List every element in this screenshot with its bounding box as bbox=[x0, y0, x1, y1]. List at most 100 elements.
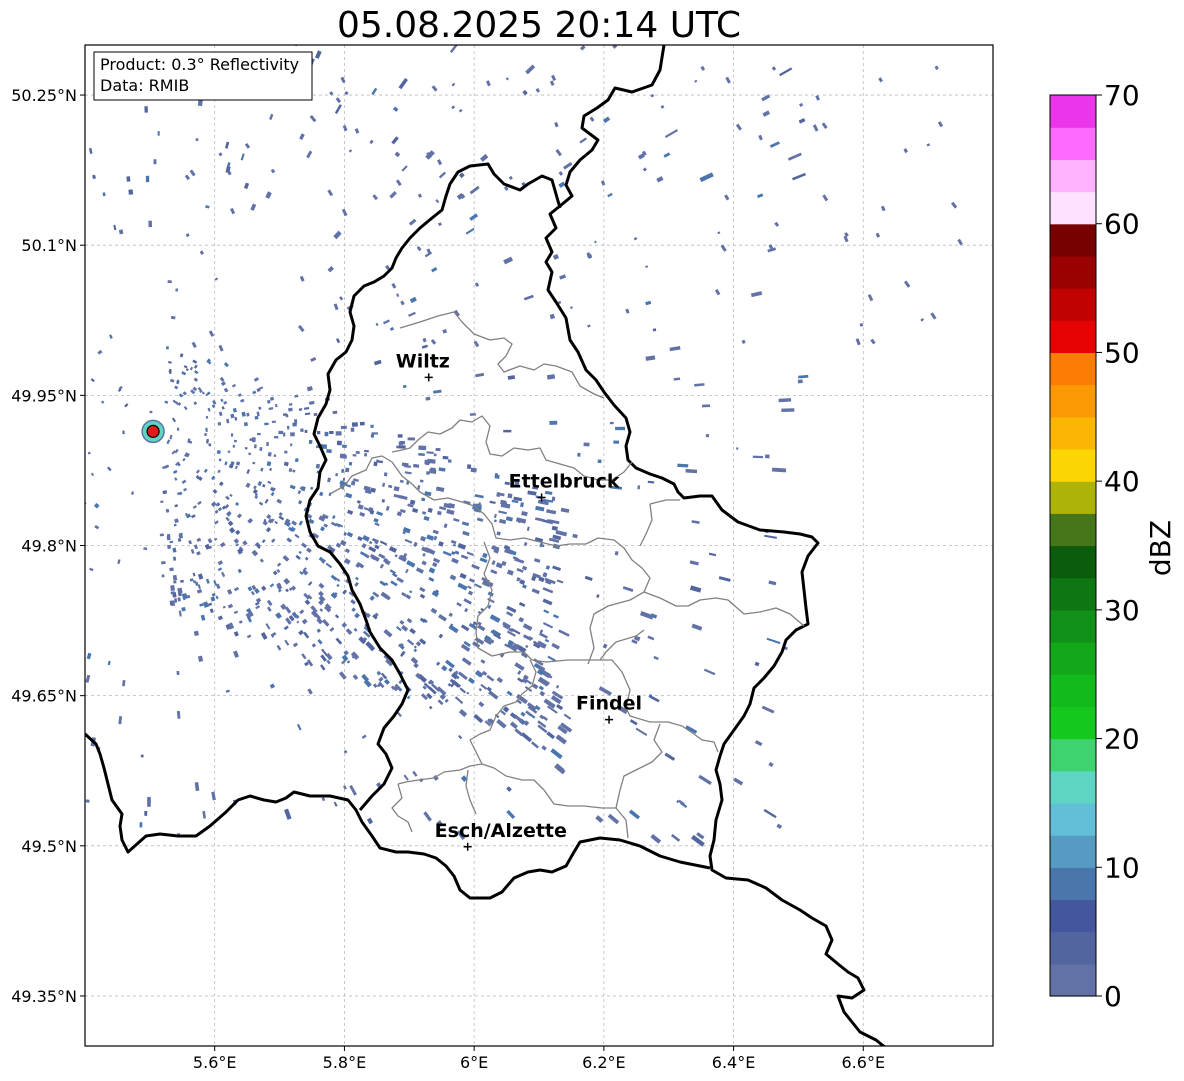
echo-cell bbox=[647, 635, 655, 641]
echo-cell bbox=[371, 432, 378, 435]
city-marker bbox=[537, 493, 546, 502]
colorbar-segment bbox=[1050, 835, 1096, 868]
echo-cell bbox=[221, 505, 227, 510]
echo-cell bbox=[259, 558, 264, 563]
echo-cell bbox=[218, 411, 223, 417]
echo-cell bbox=[523, 720, 530, 726]
echo-cell bbox=[489, 638, 495, 644]
echo-cell bbox=[139, 822, 143, 828]
echo-cell bbox=[252, 550, 259, 557]
echo-cell bbox=[600, 180, 606, 186]
echo-cell bbox=[536, 640, 547, 649]
echo-cell bbox=[538, 685, 545, 691]
echo-cell bbox=[372, 614, 378, 620]
echo-cell bbox=[448, 667, 453, 673]
echo-cell bbox=[920, 318, 925, 322]
echo-cell bbox=[547, 655, 556, 662]
echo-cell bbox=[290, 526, 296, 532]
echo-cell bbox=[362, 535, 370, 542]
echo-cell bbox=[483, 634, 492, 642]
echo-cell bbox=[374, 539, 380, 545]
echo-cell bbox=[741, 339, 746, 344]
echo-cell bbox=[232, 407, 238, 413]
echo-cell bbox=[246, 608, 251, 613]
echo-cell bbox=[752, 455, 764, 459]
echo-cell bbox=[552, 534, 562, 541]
echo-cell bbox=[233, 650, 239, 658]
echo-cell bbox=[379, 580, 387, 587]
echo-cell bbox=[407, 437, 415, 441]
echo-cell bbox=[278, 512, 283, 517]
echo-cell bbox=[647, 480, 655, 484]
echo-cell bbox=[283, 461, 289, 467]
echo-cell bbox=[397, 434, 403, 438]
echo-cell bbox=[625, 308, 630, 314]
echo-cell bbox=[467, 585, 472, 590]
colorbar-segment bbox=[1050, 770, 1096, 804]
echo-cell bbox=[322, 619, 330, 627]
echo-cell bbox=[393, 486, 400, 492]
echo-cell bbox=[264, 498, 269, 504]
echo-cell bbox=[398, 77, 408, 90]
echo-cell bbox=[422, 337, 427, 343]
echo-cell bbox=[233, 586, 240, 592]
echo-cell bbox=[205, 392, 210, 397]
echo-cell bbox=[192, 359, 198, 364]
echo-cell bbox=[197, 584, 201, 590]
echo-cell bbox=[698, 774, 712, 785]
echo-cell bbox=[645, 355, 656, 361]
echo-cell bbox=[334, 104, 342, 115]
echo-cell bbox=[549, 80, 555, 86]
echo-cell bbox=[227, 520, 234, 527]
echo-cell bbox=[663, 152, 671, 158]
echo-cell bbox=[341, 468, 345, 473]
echo-cell bbox=[418, 452, 425, 456]
echo-cell bbox=[370, 487, 376, 493]
echo-cell bbox=[328, 546, 336, 554]
echo-cell bbox=[405, 568, 409, 574]
echo-cell bbox=[596, 594, 600, 598]
echo-cell bbox=[500, 710, 507, 716]
echo-cell bbox=[252, 390, 257, 395]
echo-cell bbox=[207, 407, 211, 412]
echo-cell bbox=[128, 189, 134, 195]
echo-cell bbox=[413, 645, 417, 649]
echo-cell bbox=[437, 699, 444, 706]
echo-cell bbox=[269, 396, 275, 401]
echo-cell bbox=[525, 710, 532, 717]
echo-cell bbox=[354, 128, 360, 134]
echo-cell bbox=[363, 485, 371, 492]
echo-cell bbox=[202, 810, 206, 819]
echo-cell bbox=[757, 193, 764, 199]
echo-cell bbox=[461, 657, 472, 666]
echo-cell bbox=[821, 122, 828, 130]
echo-cell bbox=[352, 478, 359, 482]
echo-cell bbox=[389, 569, 396, 575]
echo-cell bbox=[351, 655, 355, 659]
echo-cell bbox=[487, 718, 491, 722]
echo-cell bbox=[413, 541, 418, 548]
echo-cell bbox=[177, 538, 182, 543]
echo-cell bbox=[586, 252, 593, 259]
colorbar-label: dBZ bbox=[1144, 520, 1177, 576]
echo-cell bbox=[183, 487, 188, 492]
echo-cell bbox=[404, 538, 413, 544]
echo-cell bbox=[246, 634, 252, 639]
echo-cell bbox=[705, 434, 709, 438]
echo-cell bbox=[212, 488, 218, 494]
echo-cell bbox=[532, 640, 544, 649]
echo-cell bbox=[579, 45, 586, 51]
echo-cell bbox=[278, 515, 285, 521]
echo-cell bbox=[269, 113, 274, 121]
echo-cell bbox=[269, 583, 275, 588]
city-label: Findel bbox=[576, 693, 642, 715]
echo-cell bbox=[273, 454, 277, 458]
echo-cell bbox=[276, 498, 283, 504]
echo-cell bbox=[317, 639, 323, 645]
echo-cell bbox=[304, 599, 311, 606]
echo-cell bbox=[320, 526, 326, 532]
echo-cell bbox=[308, 400, 315, 405]
echo-cell bbox=[118, 716, 123, 725]
echo-cell bbox=[303, 592, 310, 600]
echo-cell bbox=[652, 328, 657, 332]
